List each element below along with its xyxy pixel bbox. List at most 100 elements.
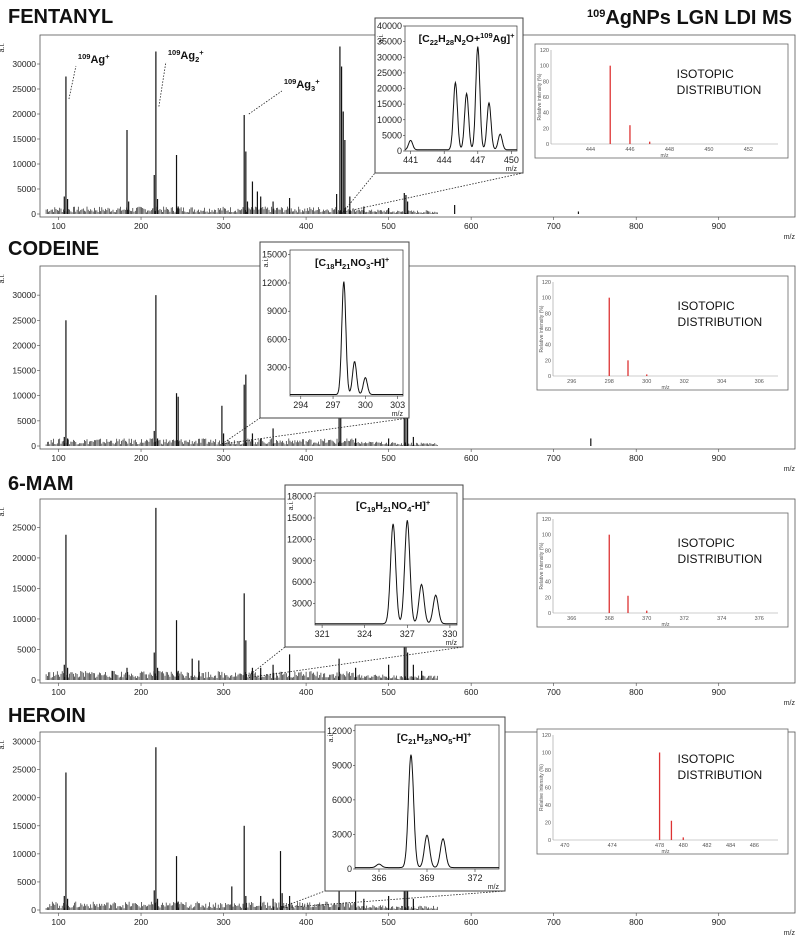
isotopic-x-tick-label: 366 xyxy=(567,616,576,622)
isotopic-x-tick-label: 300 xyxy=(642,379,651,385)
y-tick-label: 10000 xyxy=(12,391,36,401)
spectrum-title: FENTANYL xyxy=(8,6,113,28)
formula-part: C xyxy=(401,732,409,744)
isotopic-y-tick-label: 120 xyxy=(542,733,551,739)
inset-box xyxy=(259,241,410,419)
isotopic-x-tick-label: 452 xyxy=(744,147,753,153)
baseline-noise xyxy=(45,670,438,680)
isotopic-x-tick-label: 486 xyxy=(750,843,759,849)
isotopic-y-tick-label: 20 xyxy=(545,358,551,364)
isotopic-y-tick-label: 60 xyxy=(543,95,549,101)
inset-profile-curve xyxy=(290,281,403,395)
zoom-connector xyxy=(343,172,524,213)
formula-part: H xyxy=(438,33,446,45)
inset-y-label: a.i. xyxy=(288,501,295,510)
inset-x-tick-label: 324 xyxy=(357,629,372,639)
formula-part: + xyxy=(510,31,515,40)
isotopic-label-line2: DISTRIBUTION xyxy=(677,83,762,97)
isotopic-label-line1: ISOTOPIC xyxy=(677,67,734,81)
formula-part: [ xyxy=(397,732,401,744)
inset-y-label: a.i. xyxy=(263,258,270,267)
isotopic-y-tick-label: 20 xyxy=(545,821,551,827)
x-tick-label: 300 xyxy=(216,221,230,231)
annotation-isotope: 109 xyxy=(78,52,91,61)
x-tick-label: 500 xyxy=(382,453,396,463)
isotopic-x-tick-label: 450 xyxy=(704,147,713,153)
y-tick-label: 10000 xyxy=(12,159,36,169)
spectra-panels: FENTANYLa.i.0500010000150002000025000300… xyxy=(0,6,795,937)
inset-y-tick-label: 0 xyxy=(397,146,402,156)
x-tick-label: 700 xyxy=(547,687,561,697)
formula-part: ] xyxy=(381,257,385,269)
isotopic-label-line2: DISTRIBUTION xyxy=(678,768,763,782)
x-axis-label: m/z xyxy=(784,930,796,937)
inset-y-label: a.i. xyxy=(328,733,335,742)
x-tick-label: 300 xyxy=(216,453,230,463)
y-tick-label: 20000 xyxy=(12,109,36,119)
inset-y-tick-label: 30000 xyxy=(377,52,402,62)
isotopic-x-tick-label: 480 xyxy=(679,843,688,849)
y-tick-label: 0 xyxy=(31,209,36,219)
isotopic-y-tick-label: 40 xyxy=(545,803,551,809)
y-tick-label: 30000 xyxy=(12,290,36,300)
y-tick-label: 15000 xyxy=(12,821,36,831)
isotopic-label-line1: ISOTOPIC xyxy=(678,299,735,313)
isotopic-y-tick-label: 40 xyxy=(545,580,551,586)
y-tick-label: 25000 xyxy=(12,522,36,532)
isotopic-y-tick-label: 0 xyxy=(548,374,551,380)
inset-formula-label: [C18H21NO3-H]+ xyxy=(315,255,390,271)
inset-x-label: m/z xyxy=(506,166,518,173)
annotation-leader xyxy=(68,65,77,100)
annotation-isotope: 109 xyxy=(284,77,297,86)
inset-y-tick-label: 25000 xyxy=(377,68,402,78)
formula-part: O xyxy=(466,33,474,45)
inset-x-tick-label: 294 xyxy=(293,400,308,410)
annotation-charge: + xyxy=(315,77,320,86)
isotopic-x-label: m/z xyxy=(661,849,670,855)
y-axis-label: a.i. xyxy=(0,740,6,749)
isotopic-x-tick-label: 298 xyxy=(605,379,614,385)
formula-part: A xyxy=(493,33,501,45)
inset-frame xyxy=(289,249,404,397)
isotopic-x-tick-label: 304 xyxy=(717,379,726,385)
x-tick-label: 600 xyxy=(464,917,478,927)
isotopic-x-tick-label: 482 xyxy=(702,843,711,849)
zoom-connector xyxy=(342,172,376,213)
formula-part: 23 xyxy=(424,737,432,746)
isotopic-x-tick-label: 470 xyxy=(560,843,569,849)
y-tick-label: 25000 xyxy=(12,765,36,775)
isotopic-x-tick-label: 446 xyxy=(625,147,634,153)
formula-part: 19 xyxy=(367,505,375,514)
formula-part: 21 xyxy=(342,262,350,271)
baseline-noise xyxy=(45,901,438,910)
plot-frame xyxy=(39,265,796,450)
isotopic-y-tick-label: 0 xyxy=(548,838,551,844)
inset-y-tick-label: 6000 xyxy=(292,577,312,587)
isotopic-y-tick-label: 120 xyxy=(542,517,551,523)
inset-y-tick-label: 15000 xyxy=(377,99,402,109)
formula-part: N xyxy=(391,500,399,512)
isotopic-label-line2: DISTRIBUTION xyxy=(678,552,763,566)
isotopic-y-tick-label: 20 xyxy=(543,126,549,132)
x-tick-label: 800 xyxy=(629,917,643,927)
y-tick-label: 0 xyxy=(31,441,36,451)
isotopic-y-tick-label: 40 xyxy=(545,343,551,349)
isotopic-x-tick-label: 370 xyxy=(642,616,651,622)
x-tick-label: 500 xyxy=(382,687,396,697)
inset-x-tick-label: 369 xyxy=(419,873,434,883)
inset-box xyxy=(374,17,524,174)
spectrum-panel: HEROINa.i.050001000015000200002500030000… xyxy=(0,705,795,937)
baseline-noise xyxy=(45,206,438,214)
isotopic-y-label: Relative intensity (%) xyxy=(539,305,545,352)
x-axis-label: m/z xyxy=(784,466,796,473)
isotopic-y-tick-label: 100 xyxy=(542,296,551,302)
inset-x-tick-label: 444 xyxy=(437,155,452,165)
isotopic-y-label: Relative intensity (%) xyxy=(537,73,543,120)
isotopic-x-tick-label: 448 xyxy=(665,147,674,153)
inset-y-tick-label: 9000 xyxy=(292,556,312,566)
annotation-subscript: 3 xyxy=(311,84,315,93)
y-tick-label: 0 xyxy=(31,675,36,685)
formula-part: H xyxy=(415,500,423,512)
